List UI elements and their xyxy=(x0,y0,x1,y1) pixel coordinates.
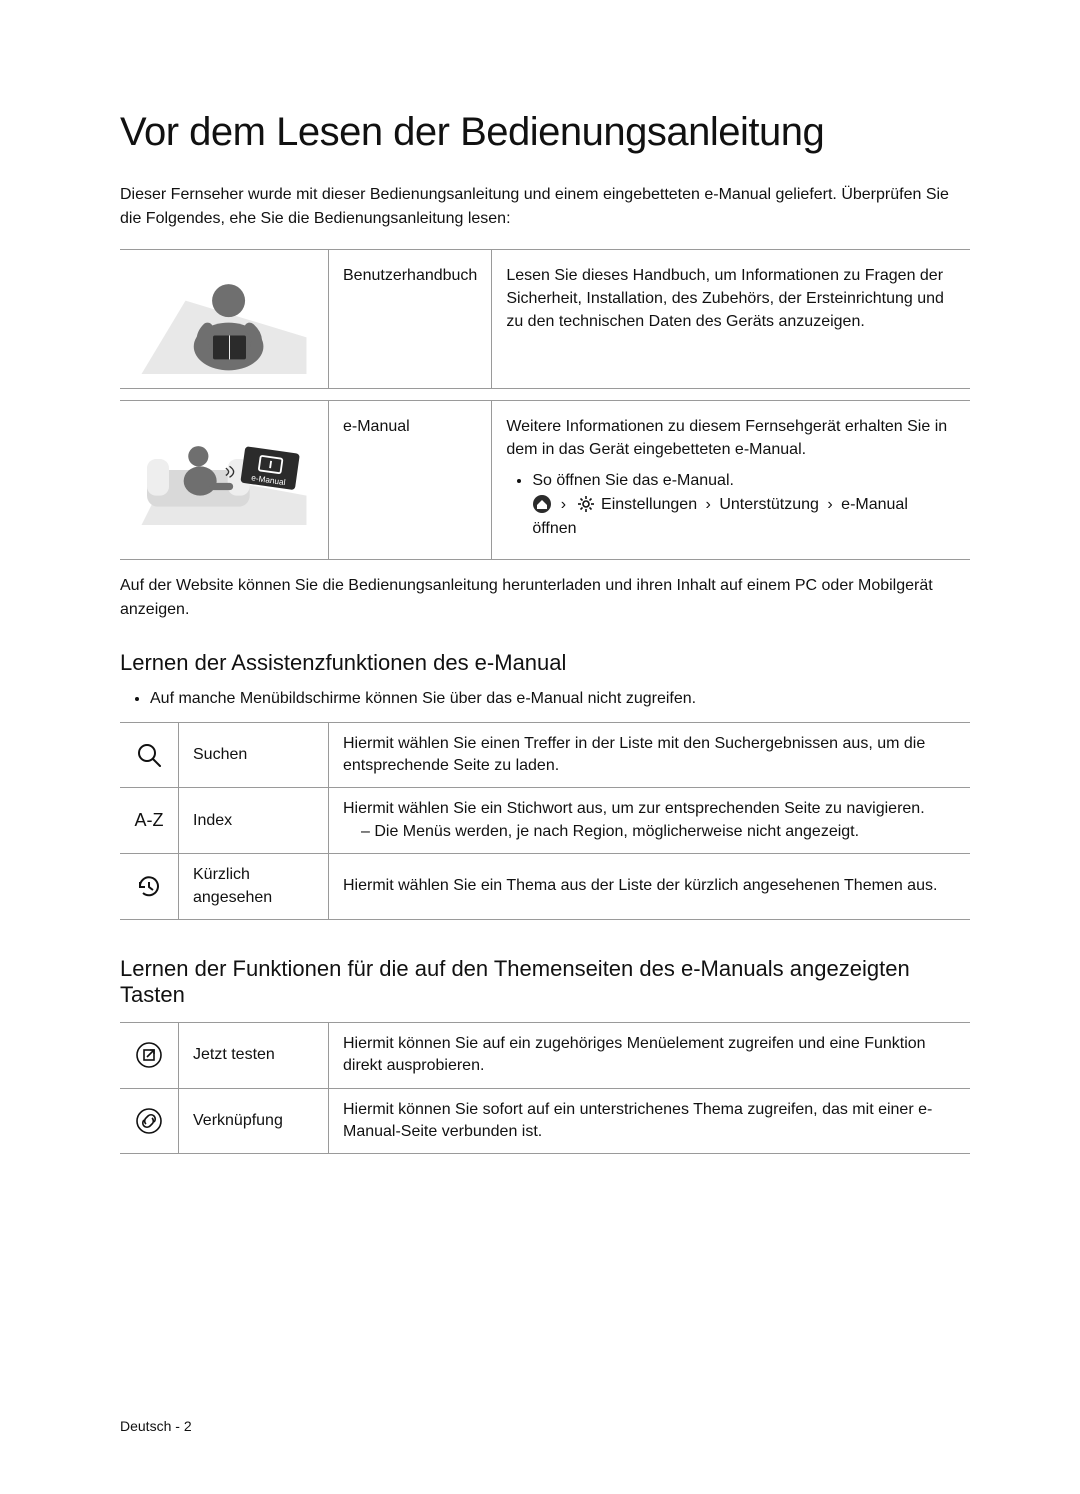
home-icon xyxy=(532,494,552,514)
doc-label: e-Manual xyxy=(329,401,492,560)
chevron-right-icon: › xyxy=(706,496,711,513)
doc-description: Weitere Informationen zu diesem Fernsehg… xyxy=(492,401,970,560)
table-row: Benutzerhandbuch Lesen Sie dieses Handbu… xyxy=(120,250,970,389)
table-row: Verknüpfung Hiermit können Sie sofort au… xyxy=(120,1088,970,1154)
function-name: Suchen xyxy=(179,722,329,788)
illustration-cell xyxy=(120,250,329,389)
button-functions-table: Jetzt testen Hiermit können Sie auf ein … xyxy=(120,1022,970,1155)
section-heading-assist: Lernen der Assistenzfunktionen des e-Man… xyxy=(120,650,970,676)
icon-cell xyxy=(120,722,179,788)
table-row: e-Manual e-Manual Weitere Informationen … xyxy=(120,401,970,560)
reading-person-illustration xyxy=(134,264,314,374)
documents-table: Benutzerhandbuch Lesen Sie dieses Handbu… xyxy=(120,249,970,560)
recent-icon xyxy=(134,872,164,902)
try-now-icon xyxy=(134,1040,164,1070)
emanual-open-step: So öffnen Sie das e-Manual. › Einstellun… xyxy=(532,469,956,540)
emanual-steps: So öffnen Sie das e-Manual. › Einstellun… xyxy=(532,469,956,540)
table-row: A-Z Index Hiermit wählen Sie ein Stichwo… xyxy=(120,788,970,854)
icon-cell xyxy=(120,1022,179,1088)
gear-icon xyxy=(577,495,595,513)
function-description: Hiermit wählen Sie ein Thema aus der Lis… xyxy=(329,854,971,920)
page-title: Vor dem Lesen der Bedienungsanleitung xyxy=(120,110,970,155)
chevron-right-icon: › xyxy=(827,496,832,513)
index-az-icon: A-Z xyxy=(135,810,164,830)
icon-cell xyxy=(120,854,179,920)
function-name: Kürzlich angesehen xyxy=(179,854,329,920)
index-desc-main: Hiermit wählen Sie ein Stichwort aus, um… xyxy=(343,798,956,820)
index-desc-sub: – Die Menüs werden, je nach Region, mögl… xyxy=(361,821,956,843)
link-icon xyxy=(134,1106,164,1136)
table-row: Kürzlich angesehen Hiermit wählen Sie ei… xyxy=(120,854,970,920)
download-note: Auf der Website können Sie die Bedienung… xyxy=(120,574,970,622)
footer-sep: - xyxy=(175,1418,184,1434)
function-description: Hiermit können Sie sofort auf ein unters… xyxy=(329,1088,971,1154)
couch-tv-illustration: e-Manual xyxy=(134,415,314,525)
breadcrumb-settings: Einstellungen xyxy=(601,496,697,513)
menu-breadcrumb: › Einstellungen › Unterstützung › e-Manu… xyxy=(532,493,956,541)
footer-page-number: 2 xyxy=(184,1418,192,1434)
table-row: Suchen Hiermit wählen Sie einen Treffer … xyxy=(120,722,970,788)
table-row: Jetzt testen Hiermit können Sie auf ein … xyxy=(120,1022,970,1088)
section-heading-buttons: Lernen der Funktionen für die auf den Th… xyxy=(120,956,970,1008)
function-name: Jetzt testen xyxy=(179,1022,329,1088)
icon-cell xyxy=(120,1088,179,1154)
function-description: Hiermit können Sie auf ein zugehöriges M… xyxy=(329,1022,971,1088)
manual-page: Vor dem Lesen der Bedienungsanleitung Di… xyxy=(0,0,1080,1494)
function-description: Hiermit wählen Sie ein Stichwort aus, um… xyxy=(329,788,971,854)
assist-functions-table: Suchen Hiermit wählen Sie einen Treffer … xyxy=(120,722,970,920)
search-icon xyxy=(134,740,164,770)
function-description: Hiermit wählen Sie einen Treffer in der … xyxy=(329,722,971,788)
footer-language: Deutsch xyxy=(120,1418,171,1434)
assist-note: Auf manche Menübildschirme können Sie üb… xyxy=(150,690,970,708)
function-name: Index xyxy=(179,788,329,854)
breadcrumb-support: Unterstützung xyxy=(719,496,819,513)
step-text: So öffnen Sie das e-Manual. xyxy=(532,472,734,489)
icon-cell: A-Z xyxy=(120,788,179,854)
emanual-lead: Weitere Informationen zu diesem Fernsehg… xyxy=(506,415,956,461)
intro-paragraph: Dieser Fernseher wurde mit dieser Bedien… xyxy=(120,183,970,231)
doc-label: Benutzerhandbuch xyxy=(329,250,492,389)
function-name: Verknüpfung xyxy=(179,1088,329,1154)
doc-description: Lesen Sie dieses Handbuch, um Informatio… xyxy=(492,250,970,389)
illustration-cell: e-Manual xyxy=(120,401,329,560)
page-footer: Deutsch - 2 xyxy=(120,1418,192,1434)
chevron-right-icon: › xyxy=(561,496,566,513)
assist-note-list: Auf manche Menübildschirme können Sie üb… xyxy=(150,690,970,708)
